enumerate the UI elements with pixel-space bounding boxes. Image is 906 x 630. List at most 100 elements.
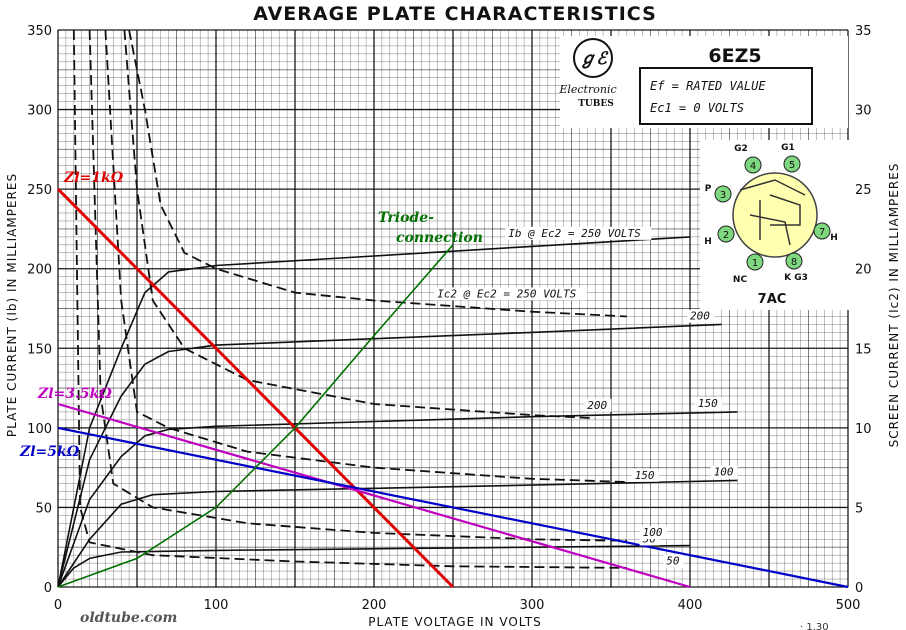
y2-tick-label: 20 bbox=[855, 263, 872, 278]
screen-curve bbox=[104, 29, 627, 483]
curve-label-bg bbox=[584, 398, 612, 412]
pin-number: 1 bbox=[752, 258, 758, 269]
y-tick-label: 200 bbox=[27, 263, 52, 278]
pin-label: NC bbox=[733, 275, 748, 285]
ticks: 0 100 200 300 400 500050100150200250300350051… bbox=[27, 24, 871, 613]
pin-label: P bbox=[705, 184, 712, 194]
y2-tick-label: 25 bbox=[855, 183, 872, 198]
tube-base-circle bbox=[732, 172, 818, 258]
curve-label: 150 bbox=[698, 397, 718, 410]
y2-tick-label: 10 bbox=[855, 422, 872, 437]
curve-label-bg bbox=[687, 309, 714, 323]
y2-tick-label: 5 bbox=[855, 501, 863, 516]
curve-labels: Ib @ Ec2 = 250 VOLTS 200 150 100 50 Ic2 @ Ec2… bbox=[434, 226, 738, 568]
base-code: 7AC bbox=[758, 292, 787, 307]
curve-label: 50 bbox=[666, 555, 680, 568]
condition-ec1: Ec1 = 0 VOLTS bbox=[650, 101, 744, 115]
chart-title: AVERAGE PLATE CHARACTERISTICS bbox=[253, 3, 657, 25]
annotation-label: connection bbox=[396, 230, 483, 246]
pin bbox=[813, 222, 831, 240]
annotation-label: Zl=1kΩ bbox=[63, 170, 124, 186]
pin bbox=[717, 225, 735, 243]
pin-number: 7 bbox=[819, 227, 825, 238]
ge-logo: ℊℰ bbox=[573, 38, 613, 78]
y-tick-label: 350 bbox=[27, 24, 52, 39]
curve-label: 200 bbox=[587, 399, 607, 412]
y2-tick-label: 15 bbox=[855, 342, 872, 357]
pin bbox=[783, 155, 801, 173]
screen-curve bbox=[88, 29, 627, 542]
pin bbox=[744, 156, 762, 174]
brand-sub-text: TUBES bbox=[578, 99, 614, 109]
y2-axis-label: SCREEN CURRENT (Ic2) IN MILLIAMPERES bbox=[887, 163, 901, 448]
pin-number: 2 bbox=[723, 230, 729, 241]
annotation-lines bbox=[56, 188, 849, 589]
x-tick-label: 200 bbox=[362, 598, 387, 613]
pin-number: 5 bbox=[789, 160, 795, 171]
plate-curve bbox=[57, 479, 738, 588]
condition-ef: Ef = RATED VALUE bbox=[650, 79, 766, 93]
x-tick-label: 0 bbox=[54, 598, 62, 613]
pin bbox=[714, 185, 732, 203]
pin-label: G2 bbox=[734, 144, 748, 154]
screen-curve bbox=[123, 29, 596, 420]
curve-label-bg bbox=[694, 397, 722, 411]
curve-label-bg bbox=[710, 465, 738, 479]
y-tick-label: 0 bbox=[44, 581, 52, 596]
svg-text:ℊℰ: ℊℰ bbox=[579, 49, 609, 69]
plate-curve bbox=[57, 236, 691, 588]
curve-label-bg bbox=[639, 526, 667, 540]
pin-number: 4 bbox=[750, 161, 756, 172]
curve-label: 100 bbox=[714, 466, 734, 479]
tube-type: 6EZ5 bbox=[708, 45, 761, 67]
curve-label: 200 bbox=[690, 310, 710, 323]
pin-label: H bbox=[704, 237, 712, 247]
plate-curves bbox=[57, 236, 738, 588]
curve-label-bg bbox=[434, 287, 588, 301]
y-tick-label: 250 bbox=[27, 183, 52, 198]
pin-label: H bbox=[830, 233, 838, 243]
curve-label-bg bbox=[631, 468, 659, 482]
x-tick-label: 500 bbox=[836, 598, 861, 613]
curve-label-bg bbox=[505, 226, 652, 240]
annotation-labels: Zl=1kΩ Zl=3.5kΩ Zl=5kΩ Triode-connection bbox=[19, 170, 483, 460]
pin-number: 8 bbox=[791, 257, 797, 268]
plate-curve bbox=[57, 544, 691, 588]
load-line bbox=[56, 188, 455, 589]
plate-curve bbox=[57, 411, 738, 588]
x-tick-label: 300 bbox=[520, 598, 545, 613]
screen-curve bbox=[72, 29, 627, 569]
screen-curve bbox=[128, 29, 627, 318]
y-tick-label: 150 bbox=[27, 342, 52, 357]
load-line bbox=[57, 426, 849, 589]
x-tick-label: 400 bbox=[678, 598, 703, 613]
y-tick-label: 100 bbox=[27, 422, 52, 437]
curve-label: Ic2 @ Ec2 = 250 VOLTS bbox=[437, 287, 576, 300]
load-line bbox=[57, 244, 454, 588]
pin-label: G1 bbox=[781, 143, 795, 153]
y2-tick-label: 35 bbox=[855, 24, 872, 39]
y-tick-label: 50 bbox=[35, 501, 52, 516]
pin-label: K G3 bbox=[784, 273, 808, 283]
load-line bbox=[57, 402, 691, 589]
curve-label: 150 bbox=[635, 469, 655, 482]
annotation-label: Zl=3.5kΩ bbox=[37, 386, 112, 402]
annotation-label: Zl=5kΩ bbox=[19, 444, 80, 460]
conditions-box bbox=[639, 67, 813, 125]
pin bbox=[785, 252, 803, 270]
curve-label-bg bbox=[663, 554, 684, 568]
watermark: oldtube.com bbox=[80, 610, 177, 626]
plate-curve bbox=[57, 323, 722, 588]
x-tick-label: 100 bbox=[204, 598, 229, 613]
y-axis-label: PLATE CURRENT (Ib) IN MILLIAMPERES bbox=[5, 173, 19, 437]
pin-number: 3 bbox=[720, 190, 726, 201]
pin bbox=[746, 253, 764, 271]
annotation-label: Triode- bbox=[378, 210, 434, 226]
brand-text: Electronic bbox=[558, 83, 616, 96]
y2-tick-label: 0 bbox=[855, 581, 863, 596]
curve-label: 100 bbox=[643, 526, 663, 539]
screen-curves bbox=[72, 29, 627, 569]
